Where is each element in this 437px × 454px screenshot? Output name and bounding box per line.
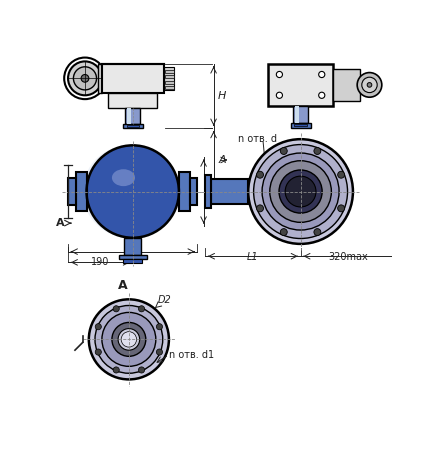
Bar [102,64,163,93]
Circle shape [111,164,166,219]
Circle shape [276,92,282,99]
Text: 190: 190 [91,257,110,267]
Circle shape [280,148,287,154]
Circle shape [115,167,164,216]
Circle shape [367,83,372,87]
Circle shape [113,367,119,373]
Circle shape [156,349,163,355]
Bar [119,255,146,259]
Bar [165,75,174,79]
Circle shape [338,205,345,212]
Circle shape [156,324,163,330]
Circle shape [102,312,156,366]
Circle shape [319,71,325,78]
Circle shape [362,77,377,93]
Text: A: A [218,155,226,165]
Circle shape [89,299,169,380]
Text: L: L [130,248,136,258]
Bar [108,93,157,109]
Text: n отв. d1: n отв. d1 [169,350,214,360]
Circle shape [112,322,146,356]
Circle shape [83,145,175,238]
Bar [68,178,76,205]
Text: D1: D1 [208,185,218,198]
Bar [291,123,311,128]
Circle shape [314,229,321,236]
Ellipse shape [112,169,135,186]
Bar [163,67,174,90]
Circle shape [118,329,140,350]
Circle shape [338,171,345,178]
Circle shape [319,92,325,99]
Circle shape [139,367,145,373]
Circle shape [113,306,119,312]
Circle shape [257,171,264,178]
Text: D2: D2 [285,144,299,154]
Bar [125,109,140,124]
Text: 320max: 320max [328,252,368,262]
Bar [190,178,198,205]
Bar [124,259,142,263]
Bar [179,172,190,211]
Circle shape [139,306,145,312]
Bar [211,179,248,204]
Circle shape [95,324,101,330]
Text: n отв. d: n отв. d [238,134,277,144]
Circle shape [276,71,282,78]
Text: H: H [218,91,226,101]
Circle shape [121,332,137,347]
Circle shape [87,145,179,238]
Bar [76,172,87,211]
Circle shape [270,161,331,222]
Bar [127,124,139,127]
Circle shape [73,67,97,90]
Circle shape [280,229,287,236]
Circle shape [253,144,347,238]
Bar [165,86,174,89]
Circle shape [68,61,102,95]
Bar [127,109,131,124]
Circle shape [101,158,169,226]
Bar [205,175,211,208]
Circle shape [95,349,101,355]
Text: A: A [118,279,128,291]
Circle shape [81,74,89,82]
Circle shape [106,161,167,222]
Circle shape [97,154,170,228]
Text: D2: D2 [158,295,172,305]
Bar [123,124,143,128]
Bar [333,69,360,101]
Circle shape [285,176,316,207]
Circle shape [314,148,321,154]
Text: L1: L1 [247,252,259,262]
Bar [124,238,141,255]
Bar [165,81,174,84]
Bar [293,106,308,123]
Circle shape [257,205,264,212]
Circle shape [92,152,172,232]
Bar [98,64,102,93]
Bar [268,64,333,106]
Bar [295,106,299,123]
Circle shape [279,170,322,213]
Circle shape [95,306,163,373]
Circle shape [357,73,382,97]
Text: A: A [56,218,65,228]
Bar [165,70,174,73]
Bar [295,124,307,126]
Circle shape [262,153,339,230]
Circle shape [248,139,353,244]
Text: D1: D1 [229,185,239,198]
Circle shape [87,148,173,235]
